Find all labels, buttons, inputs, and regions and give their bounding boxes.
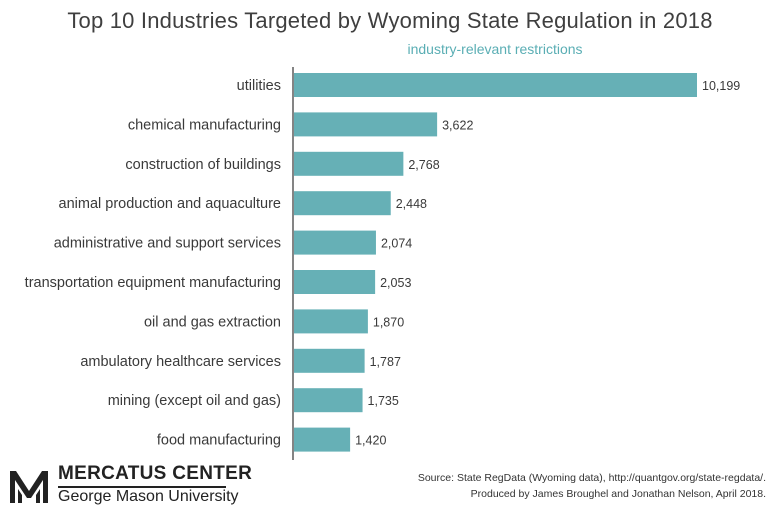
bar <box>294 73 697 97</box>
bar <box>294 427 351 452</box>
bar <box>294 112 438 137</box>
category-label: food manufacturing <box>157 433 281 449</box>
source-line-1: Source: State RegData (Wyoming data), ht… <box>417 472 766 484</box>
category-label: construction of buildings <box>125 157 281 173</box>
value-label: 2,074 <box>381 237 412 251</box>
category-label: ambulatory healthcare services <box>80 354 281 370</box>
bar <box>294 309 368 334</box>
category-label: transportation equipment manufacturing <box>25 275 281 291</box>
mercatus-logo: MERCATUS CENTER George Mason University <box>8 463 252 509</box>
logo-divider <box>58 486 226 488</box>
category-label: mining (except oil and gas) <box>108 393 281 409</box>
value-label: 1,870 <box>373 315 404 329</box>
bar <box>294 270 376 294</box>
value-label: 2,448 <box>396 197 427 211</box>
value-label: 1,787 <box>370 355 401 369</box>
mercatus-logo-icon <box>8 465 50 505</box>
category-label: chemical manufacturing <box>128 117 281 133</box>
value-label: 2,053 <box>380 276 411 290</box>
bar <box>294 348 365 373</box>
source-line-2: Produced by James Broughel and Jonathan … <box>470 488 766 500</box>
category-label: administrative and support services <box>54 236 281 252</box>
logo-subtitle: George Mason University <box>58 488 239 505</box>
value-label: 1,735 <box>368 394 399 408</box>
logo-name: MERCATUS CENTER <box>58 463 253 484</box>
value-label: 2,768 <box>408 158 439 172</box>
bars-layer: utilities 10,199 chemical manufacturing 3,6… <box>25 73 740 452</box>
bar <box>294 191 391 216</box>
series-label: industry-relevant restrictions <box>407 41 583 57</box>
category-label: oil and gas extraction <box>144 314 281 330</box>
category-label: utilities <box>237 78 281 94</box>
value-label: 10,199 <box>702 79 740 93</box>
bar <box>294 388 363 413</box>
value-label: 3,622 <box>442 118 473 132</box>
bar <box>294 230 376 255</box>
category-label: animal production and aquaculture <box>59 196 281 212</box>
bar <box>294 151 404 176</box>
chart-title: Top 10 Industries Targeted by Wyoming St… <box>67 8 713 33</box>
source-note: Source: State RegData (Wyoming data), ht… <box>418 470 766 502</box>
value-label: 1,420 <box>355 434 386 448</box>
